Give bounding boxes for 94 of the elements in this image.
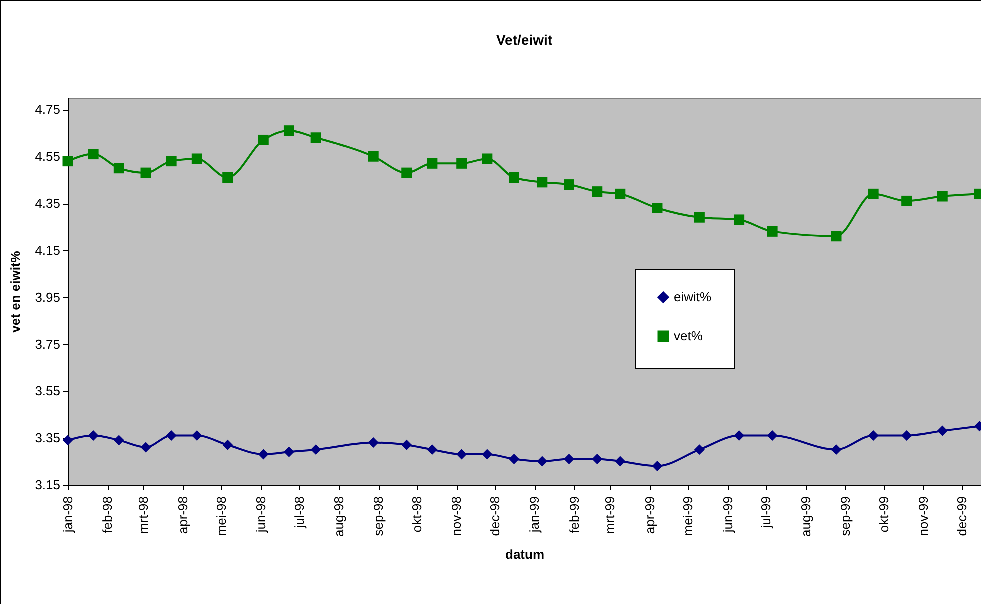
point [368, 151, 379, 162]
point [831, 444, 842, 456]
point [114, 435, 124, 446]
x-tick-label: nov-98 [449, 496, 464, 536]
point [402, 168, 412, 178]
x-tick-label: dec-99 [954, 496, 970, 536]
point [937, 191, 948, 202]
point [192, 154, 202, 164]
point [734, 214, 745, 226]
point [192, 430, 202, 441]
x-tick-label: jun-99 [720, 496, 736, 534]
point [694, 444, 705, 456]
point [62, 435, 74, 446]
legend-label: vet% [674, 328, 704, 344]
point [114, 163, 124, 174]
point [537, 456, 548, 467]
x-tick-label: jul-98 [292, 496, 307, 530]
point [88, 430, 99, 441]
point [937, 426, 948, 436]
point [564, 454, 574, 464]
point [652, 460, 663, 472]
x-tick-label: jun-98 [254, 496, 269, 534]
x-tick-label: okt-99 [876, 496, 892, 533]
x-tick-label: mrt-98 [136, 496, 151, 534]
point [88, 149, 99, 160]
point [368, 438, 379, 448]
y-axis-title: vet en eiwit% [8, 250, 24, 333]
x-tick-label: apr-99 [642, 496, 658, 534]
point [767, 226, 778, 237]
point [310, 444, 322, 456]
point [902, 196, 912, 206]
point [537, 177, 548, 188]
point [482, 449, 493, 460]
x-tick-label: mei-98 [214, 496, 229, 536]
point [258, 134, 269, 146]
point [868, 430, 879, 441]
point [140, 442, 152, 453]
point [427, 158, 438, 169]
point [258, 449, 269, 460]
x-tick-label: dec-98 [488, 496, 503, 536]
point [222, 172, 234, 183]
y-tick-label: 3.95 [35, 290, 60, 305]
x-tick-label: apr-98 [176, 496, 191, 534]
x-tick-label: jul-99 [758, 496, 774, 530]
point [456, 158, 468, 169]
x-tick-label: okt-98 [410, 496, 425, 533]
x-tick-label: jan-98 [60, 496, 76, 534]
x-tick-label: sep-98 [371, 496, 386, 536]
y-tick-label: 4.35 [35, 196, 60, 212]
point [284, 446, 294, 458]
point [615, 456, 626, 467]
point [509, 172, 520, 183]
y-tick-label: 3.15 [35, 478, 60, 492]
x-tick-label: aug-98 [332, 496, 347, 537]
x-tick-label: feb-98 [100, 496, 116, 534]
point [868, 188, 879, 200]
point [592, 454, 603, 464]
y-tick-label: 3.55 [35, 384, 60, 399]
point [902, 430, 912, 441]
point [592, 186, 603, 198]
point [402, 440, 412, 450]
point [767, 430, 778, 441]
point [222, 440, 234, 450]
point [564, 180, 574, 190]
point [62, 156, 74, 167]
point [831, 231, 842, 242]
y-tick-label: 4.75 [35, 102, 60, 118]
point [694, 212, 705, 223]
chart-title: Vet/eiwit [496, 32, 553, 48]
y-tick-label: 3.75 [35, 336, 60, 352]
point [284, 126, 294, 136]
y-tick-label: 3.35 [35, 430, 60, 446]
x-tick-label: aug-99 [798, 496, 814, 537]
point [310, 132, 322, 144]
point [482, 154, 493, 164]
x-axis-title: datum [506, 546, 544, 562]
x-tick-label: nov-99 [916, 496, 931, 536]
x-tick-label: jan-99 [527, 496, 542, 534]
point [140, 168, 152, 178]
point [652, 202, 663, 214]
legend-label: eiwit% [674, 290, 712, 304]
point [509, 454, 520, 464]
point [166, 156, 177, 167]
y-tick-label: 4.55 [35, 149, 60, 164]
point [166, 430, 177, 441]
x-tick-label: mei-99 [680, 496, 696, 536]
y-tick-label: 4.15 [35, 242, 60, 258]
point [427, 444, 438, 456]
point [734, 430, 745, 441]
point [615, 188, 626, 200]
point [456, 449, 468, 460]
x-tick-label: feb-99 [566, 496, 582, 534]
x-tick-label: sep-99 [838, 496, 853, 536]
x-tick-label: mrt-99 [602, 496, 618, 534]
